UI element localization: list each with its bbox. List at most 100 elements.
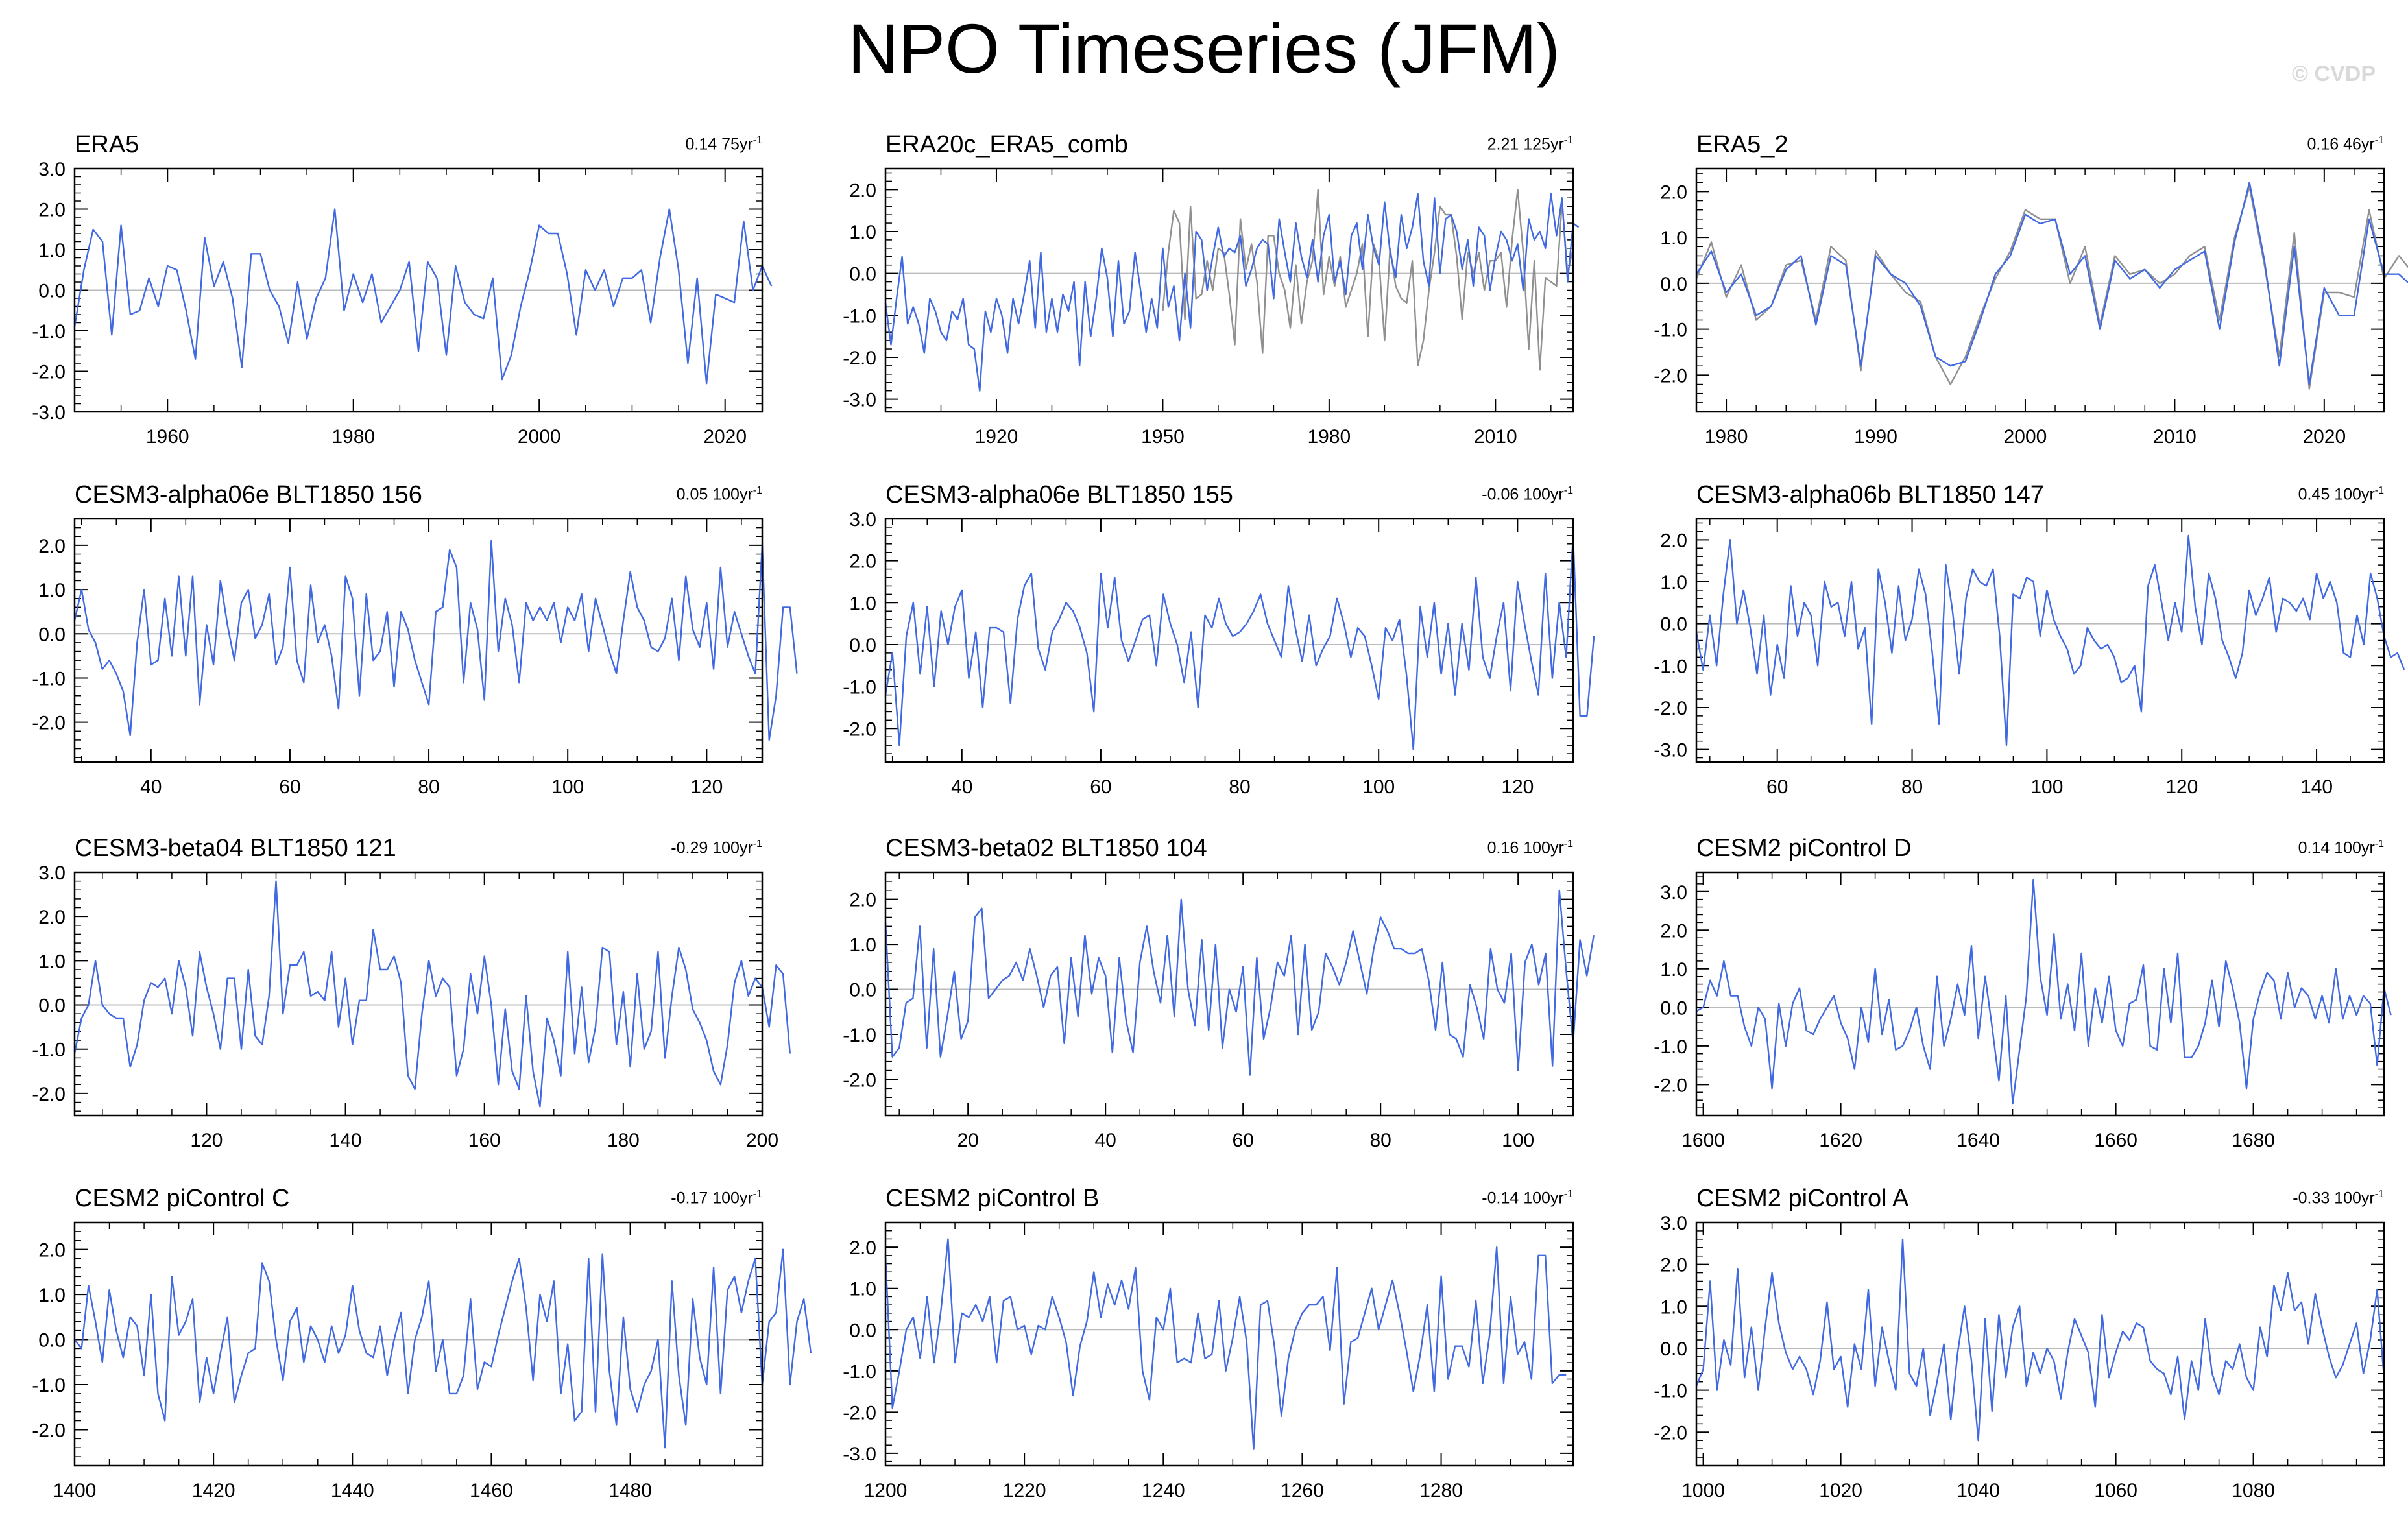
- x-tick-label: 100: [551, 776, 584, 798]
- x-tick-label: 40: [1095, 1130, 1116, 1151]
- x-tick-label: 1980: [331, 426, 375, 447]
- plot-frame: [884, 518, 1574, 763]
- y-tick-label: -1.0: [1654, 656, 1687, 677]
- panel-title: CESM2 piControl D: [1696, 835, 1912, 862]
- x-tick-label: 80: [1370, 1130, 1391, 1151]
- series-line-primary: [73, 208, 773, 385]
- series-line-primary: [1695, 1238, 2385, 1442]
- x-tick-label: 180: [607, 1130, 640, 1151]
- y-tick-label: -2.0: [32, 1420, 66, 1441]
- y-tick-label: 0.0: [38, 281, 66, 302]
- x-tick-label: 80: [418, 776, 439, 798]
- x-tick-label: 1990: [1854, 426, 1897, 447]
- x-tick-label: 100: [2030, 776, 2063, 798]
- trend-label: -0.06 100yr-1: [1482, 485, 1573, 504]
- x-tick-label: 60: [1090, 776, 1111, 798]
- trend-label: -0.29 100yr-1: [671, 839, 762, 857]
- x-tick-label: 1220: [1003, 1480, 1046, 1501]
- series-line-primary: [73, 540, 798, 741]
- x-tick-label: 1000: [1681, 1480, 1725, 1501]
- x-tick-label: 2000: [518, 426, 561, 447]
- y-tick-label: -2.0: [1654, 1422, 1687, 1444]
- trend-value: 0.16 46yr: [2307, 135, 2375, 154]
- trend-value: 0.16 100yr: [1487, 839, 1564, 857]
- plot-frame: [884, 871, 1574, 1117]
- panel-title: CESM3-alpha06e BLT1850 156: [75, 481, 422, 508]
- x-tick-label: 1480: [608, 1480, 652, 1501]
- y-tick-label: 0.0: [849, 635, 876, 656]
- y-tick-label: 0.0: [849, 980, 876, 1001]
- x-tick-label: 1200: [864, 1480, 908, 1501]
- trend-exponent: -1: [2374, 485, 2384, 496]
- y-tick-label: 1.0: [38, 951, 66, 972]
- panel-title: CESM2 piControl A: [1696, 1185, 1909, 1212]
- series-line-secondary: [1162, 189, 1574, 371]
- y-tick-label: 0.0: [849, 1320, 876, 1341]
- y-tick-label: 1.0: [38, 1285, 66, 1306]
- y-tick-label: 2.0: [849, 890, 876, 911]
- y-tick-label: -1.0: [1654, 1381, 1687, 1402]
- y-tick-label: 1.0: [849, 935, 876, 956]
- y-tick-label: 2.0: [38, 1240, 66, 1261]
- plot-frame: [884, 1221, 1574, 1467]
- y-tick-label: 1.0: [849, 593, 876, 614]
- panel-title: ERA5: [75, 131, 139, 158]
- y-tick-label: 2.0: [38, 907, 66, 928]
- x-tick-label: 1280: [1419, 1480, 1463, 1501]
- y-tick-label: -2.0: [843, 1069, 876, 1091]
- x-tick-label: 160: [468, 1130, 501, 1151]
- x-tick-label: 1440: [331, 1480, 374, 1501]
- x-tick-label: 1920: [975, 426, 1018, 447]
- y-tick-label: -2.0: [843, 719, 876, 740]
- y-tick-label: -2.0: [1654, 365, 1687, 387]
- y-tick-label: 3.0: [38, 159, 66, 180]
- y-tick-label: -1.0: [32, 1375, 66, 1396]
- trend-label: 0.14 75yr-1: [686, 135, 762, 154]
- x-tick-label: 1460: [470, 1480, 513, 1501]
- y-tick-label: 0.0: [38, 624, 66, 645]
- x-tick-label: 1980: [1705, 426, 1748, 447]
- trend-label: 0.16 100yr-1: [1487, 839, 1573, 857]
- series-line-primary: [1695, 182, 2408, 385]
- trend-value: 2.21 125yr: [1487, 135, 1564, 154]
- x-tick-label: 140: [330, 1130, 362, 1151]
- y-tick-label: 1.0: [849, 222, 876, 243]
- trend-exponent: -1: [752, 135, 762, 146]
- x-tick-label: 1040: [1956, 1480, 2000, 1501]
- trend-exponent: -1: [752, 485, 762, 496]
- trend-value: 0.14 100yr: [2298, 839, 2375, 857]
- x-tick-label: 1240: [1142, 1480, 1185, 1501]
- y-tick-label: -2.0: [1654, 698, 1687, 719]
- y-tick-label: 1.0: [38, 580, 66, 601]
- y-tick-label: 1.0: [1660, 1296, 1687, 1318]
- x-tick-label: 1080: [2232, 1480, 2275, 1501]
- y-tick-label: -3.0: [32, 402, 66, 423]
- y-tick-label: 3.0: [849, 509, 876, 531]
- x-tick-label: 80: [1229, 776, 1250, 798]
- x-tick-label: 20: [957, 1130, 979, 1151]
- panel-title: CESM3-alpha06b BLT1850 147: [1696, 481, 2044, 508]
- trend-label: 0.16 46yr-1: [2307, 135, 2384, 154]
- x-tick-label: 1400: [53, 1480, 97, 1501]
- x-tick-label: 100: [1362, 776, 1395, 798]
- trend-exponent: -1: [2374, 135, 2384, 146]
- y-tick-label: 2.0: [1660, 182, 1687, 203]
- y-tick-label: 1.0: [849, 1279, 876, 1300]
- panel-title: CESM2 piControl B: [885, 1185, 1100, 1212]
- y-tick-label: -2.0: [32, 362, 66, 383]
- series-line-primary: [1695, 534, 2405, 746]
- y-tick-label: -3.0: [843, 390, 876, 411]
- series-line-primary: [884, 889, 1595, 1076]
- series-line-primary: [884, 193, 1580, 392]
- y-tick-label: -2.0: [1654, 1075, 1687, 1096]
- x-tick-label: 120: [1501, 776, 1534, 798]
- trend-value: -0.06 100yr: [1482, 485, 1564, 504]
- x-tick-label: 40: [951, 776, 972, 798]
- x-tick-label: 60: [1766, 776, 1788, 798]
- trend-exponent: -1: [1563, 135, 1573, 146]
